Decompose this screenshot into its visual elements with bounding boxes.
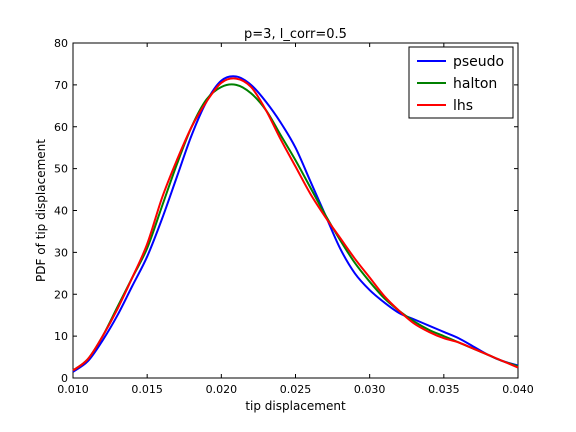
legend-label-pseudo: pseudo bbox=[453, 54, 504, 70]
y-tick-label: 0 bbox=[61, 372, 68, 385]
x-axis-label: tip displacement bbox=[245, 399, 346, 413]
tick-labels: 0.010 0.015 0.020 0.025 0.030 0.035 0.040 0 10 20… bbox=[54, 37, 534, 396]
legend-label-halton: halton bbox=[453, 76, 497, 92]
y-tick-label: 60 bbox=[54, 121, 68, 134]
series-lines bbox=[72, 75, 519, 373]
x-tick-label: 0.010 bbox=[57, 383, 89, 396]
y-tick-label: 70 bbox=[54, 79, 68, 92]
legend: pseudo halton lhs bbox=[408, 46, 514, 119]
axis-ticks bbox=[72, 42, 519, 379]
x-tick-label: 0.035 bbox=[428, 383, 460, 396]
y-tick-label: 30 bbox=[54, 246, 68, 259]
chart-title: p=3, l_corr=0.5 bbox=[244, 27, 347, 42]
legend-label-lhs: lhs bbox=[453, 98, 473, 114]
x-tick-label: 0.025 bbox=[280, 383, 312, 396]
series-line-lhs bbox=[72, 77, 519, 372]
y-tick-label: 20 bbox=[54, 288, 68, 301]
series-line-halton bbox=[72, 83, 519, 372]
y-axis-label: PDF of tip displacement bbox=[34, 139, 48, 282]
series-line-pseudo bbox=[72, 75, 519, 373]
x-tick-label: 0.020 bbox=[206, 383, 238, 396]
y-tick-label: 10 bbox=[54, 330, 68, 343]
x-tick-label: 0.040 bbox=[502, 383, 534, 396]
x-tick-label: 0.015 bbox=[131, 383, 163, 396]
y-tick-label: 50 bbox=[54, 163, 68, 176]
y-tick-label: 40 bbox=[54, 205, 68, 218]
y-tick-label: 80 bbox=[54, 37, 68, 50]
x-tick-label: 0.030 bbox=[354, 383, 386, 396]
